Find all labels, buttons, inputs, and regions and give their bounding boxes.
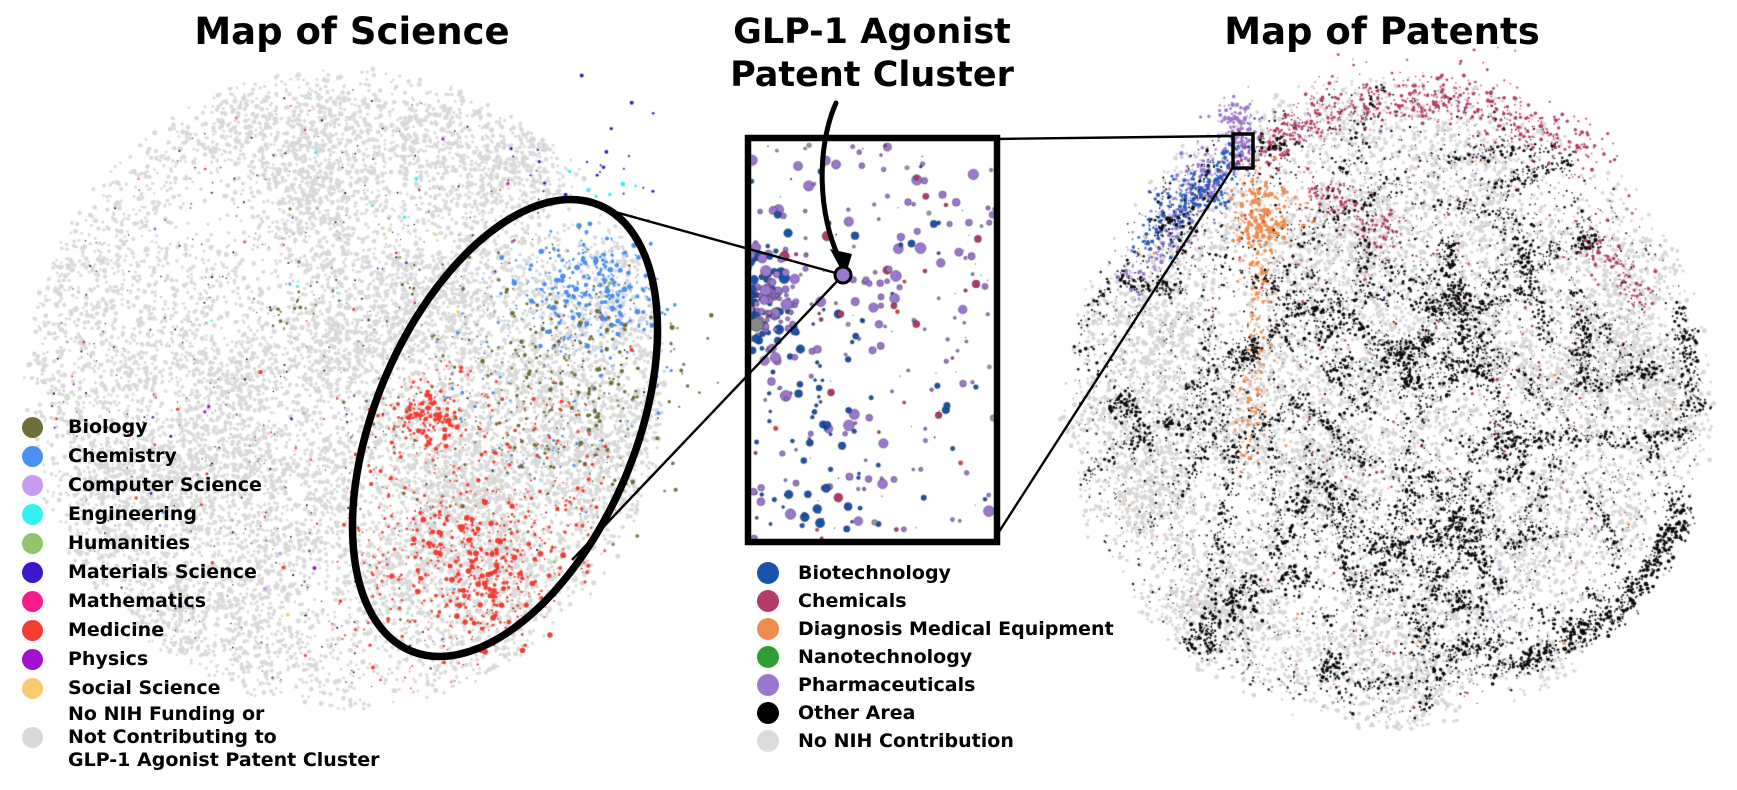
legend-label: Diagnosis Medical Equipment bbox=[798, 617, 1114, 640]
legend-label: Computer Science bbox=[68, 474, 262, 496]
legend-item: Medicine bbox=[18, 616, 379, 645]
legend-swatch bbox=[22, 533, 43, 554]
legend-label: Mathematics bbox=[68, 590, 207, 612]
legend-item: Mathematics bbox=[18, 587, 379, 616]
legend-item: Humanities bbox=[18, 529, 379, 558]
legend-item: Diagnosis Medical Equipment bbox=[746, 615, 1114, 643]
legend-swatch bbox=[757, 562, 779, 584]
legend-swatch bbox=[22, 591, 43, 612]
legend-item: Nanotechnology bbox=[746, 643, 1114, 671]
legend-swatch bbox=[757, 674, 779, 696]
legend-item: Materials Science bbox=[18, 558, 379, 587]
legend-item: Physics bbox=[18, 645, 379, 674]
legend-swatch bbox=[22, 649, 43, 670]
legend-swatch bbox=[22, 417, 43, 438]
map-of-patents-title: Map of Patents bbox=[1224, 10, 1540, 53]
legend-label: Humanities bbox=[68, 532, 190, 554]
legend-swatch bbox=[757, 618, 779, 640]
legend-item: Biology bbox=[18, 413, 379, 442]
glp1-title-line1: GLP-1 Agonist bbox=[733, 12, 1011, 52]
legend-label: Pharmaceuticals bbox=[798, 673, 976, 696]
map-of-science-title: Map of Science bbox=[194, 10, 510, 53]
legend-label: Biology bbox=[68, 416, 148, 438]
legend-label: Chemicals bbox=[798, 589, 907, 612]
legend-swatch bbox=[757, 702, 779, 724]
legend-item: No NIH Funding or Not Contributing to GL… bbox=[18, 703, 379, 772]
legend-swatch bbox=[757, 730, 779, 752]
glp1-title-line2: Patent Cluster bbox=[730, 55, 1014, 95]
legend-swatch bbox=[22, 678, 43, 699]
patent-legend: Biotechnology Chemicals Diagnosis Medical … bbox=[746, 559, 1114, 755]
legend-item: Computer Science bbox=[18, 471, 379, 500]
legend-swatch bbox=[22, 446, 43, 467]
legend-swatch bbox=[22, 475, 43, 496]
legend-label: Physics bbox=[68, 648, 149, 670]
legend-item: Chemistry bbox=[18, 442, 379, 471]
legend-label: Materials Science bbox=[68, 561, 257, 583]
legend-label: Medicine bbox=[68, 619, 165, 641]
legend-item: Engineering bbox=[18, 500, 379, 529]
legend-label: Other Area bbox=[798, 701, 916, 724]
legend-swatch bbox=[757, 646, 779, 668]
legend-item: No NIH Contribution bbox=[746, 727, 1114, 755]
legend-label: Nanotechnology bbox=[798, 645, 973, 668]
legend-item: Other Area bbox=[746, 699, 1114, 727]
legend-swatch bbox=[757, 590, 779, 612]
legend-swatch bbox=[22, 727, 43, 748]
legend-label: Engineering bbox=[68, 503, 197, 525]
legend-label: Biotechnology bbox=[798, 561, 951, 584]
glp1-patent-cluster-title: GLP-1 Agonist Patent Cluster bbox=[672, 11, 1072, 97]
legend-item: Pharmaceuticals bbox=[746, 671, 1114, 699]
legend-item: Biotechnology bbox=[746, 559, 1114, 587]
legend-label: Social Science bbox=[68, 677, 221, 699]
legend-label: No NIH Contribution bbox=[798, 729, 1014, 752]
legend-swatch bbox=[22, 620, 43, 641]
legend-label: No NIH Funding or Not Contributing to GL… bbox=[68, 703, 380, 771]
legend-label: Chemistry bbox=[68, 445, 177, 467]
legend-item: Chemicals bbox=[746, 587, 1114, 615]
legend-swatch bbox=[22, 504, 43, 525]
science-legend: Biology Chemistry Computer Science Engineer… bbox=[18, 413, 379, 772]
legend-swatch bbox=[22, 562, 43, 583]
legend-item: Social Science bbox=[18, 674, 379, 703]
